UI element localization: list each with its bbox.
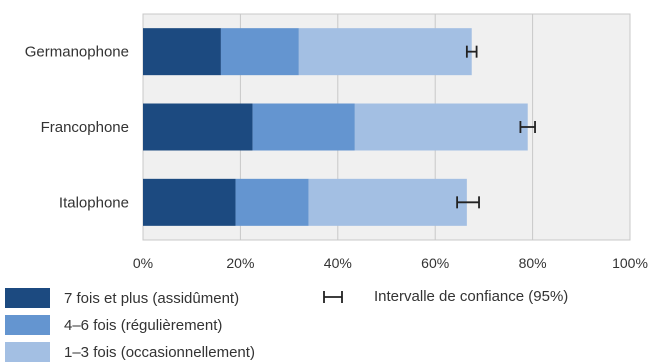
bar-segment	[143, 103, 253, 151]
legend-item-confidence: Intervalle de confiance (95%)	[322, 288, 568, 305]
error-bar	[519, 121, 536, 133]
bar-segment	[298, 28, 472, 76]
bar-segment	[143, 178, 236, 226]
bars	[143, 28, 528, 226]
legend-label: 7 fois et plus (assidûment)	[64, 289, 240, 307]
category-labels: Germanophone Francophone Italophone	[25, 44, 129, 212]
bar-segment	[354, 103, 528, 151]
legend-item-assidument: 7 fois et plus (assidûment)	[5, 288, 239, 308]
x-tick-label: 0%	[133, 255, 153, 271]
bar-segment	[235, 178, 309, 226]
confidence-intervals	[456, 45, 536, 209]
bar-segment	[252, 103, 355, 151]
legend-label: 4–6 fois (régulièrement)	[64, 316, 223, 334]
legend-item-occasionnellement: 1–3 fois (occasionnellement)	[5, 342, 255, 362]
legend-label: 1–3 fois (occasionnellement)	[64, 343, 255, 361]
x-tick-label: 80%	[519, 255, 547, 271]
bar-segment	[220, 28, 299, 76]
legend-swatch	[5, 288, 50, 308]
legend-label: Intervalle de confiance (95%)	[374, 288, 569, 305]
x-axis-ticks: 0% 20% 40% 60% 80% 100%	[133, 255, 648, 271]
legend-item-regulierement: 4–6 fois (régulièrement)	[5, 315, 222, 335]
category-label: Francophone	[41, 119, 129, 136]
x-tick-label: 100%	[612, 255, 648, 271]
error-bar-icon	[323, 290, 343, 303]
category-label: Germanophone	[25, 44, 129, 61]
x-tick-label: 20%	[226, 255, 254, 271]
error-bar	[456, 196, 480, 209]
x-tick-label: 40%	[324, 255, 352, 271]
bar-segment	[143, 28, 221, 76]
legend-swatch	[5, 315, 50, 335]
legend-swatch	[5, 342, 50, 362]
bar-segment	[308, 178, 467, 226]
error-bar	[465, 45, 478, 58]
x-tick-label: 60%	[421, 255, 449, 271]
category-label: Italophone	[59, 194, 129, 211]
